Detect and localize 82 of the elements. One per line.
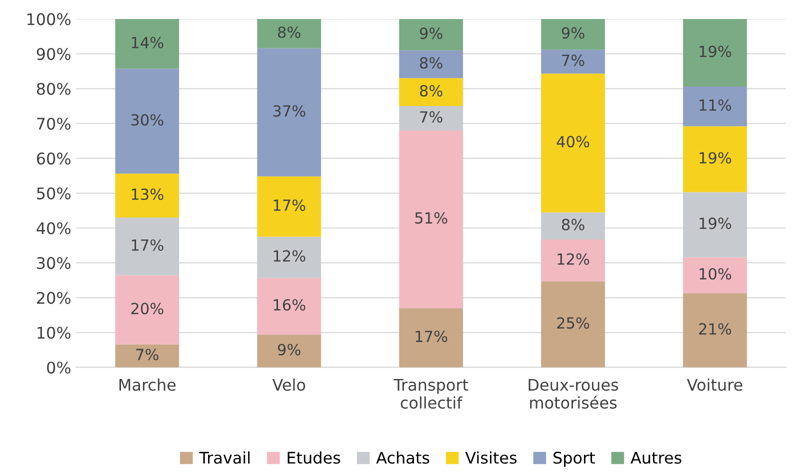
data-label: 19%	[700, 46, 732, 58]
y-tick-label: 40%	[36, 222, 70, 234]
data-label: 30%	[131, 114, 164, 126]
legend-label: Travail	[199, 451, 250, 464]
legend-label: Etudes	[288, 451, 340, 464]
bar	[541, 74, 605, 212]
data-label: 40%	[556, 136, 590, 148]
bar	[257, 18, 322, 48]
bar	[115, 218, 180, 276]
bar	[257, 236, 322, 278]
data-label: 9%	[420, 28, 442, 40]
bar	[541, 18, 605, 50]
data-label: 17%	[416, 330, 448, 342]
data-label: 51%	[415, 212, 448, 224]
legend-label: Visites	[465, 451, 517, 464]
x-tick-label: Voiture	[686, 378, 742, 391]
data-label: 20%	[131, 302, 164, 314]
bar	[399, 106, 464, 130]
bar	[115, 275, 180, 344]
data-label: 7%	[136, 348, 158, 360]
bar	[399, 50, 464, 78]
y-tick-label: 50%	[37, 187, 70, 200]
data-label: 10%	[700, 268, 732, 280]
bar	[115, 68, 180, 174]
y-tick-label: 80%	[36, 82, 70, 95]
bar	[683, 257, 747, 294]
data-label: 37%	[273, 105, 306, 117]
bar	[399, 308, 464, 368]
y-tick-label: 100%	[27, 13, 70, 26]
data-label: 7%	[562, 54, 584, 66]
data-label: 19%	[700, 152, 732, 164]
y-tick-label: 0%	[47, 362, 70, 374]
x-tick-label: Transport collectif	[394, 378, 468, 409]
data-label: 14%	[132, 36, 164, 48]
x-tick-label: Velo	[272, 378, 306, 391]
data-label: 12%	[558, 253, 590, 265]
bar	[257, 278, 322, 335]
y-tick-label: 10%	[38, 326, 70, 339]
data-label: 7%	[420, 111, 442, 123]
y-tick-label: 90%	[36, 48, 70, 60]
y-tick-label: 60%	[36, 152, 70, 165]
data-label: 21%	[699, 323, 732, 335]
bar	[257, 48, 322, 176]
data-label: 13%	[132, 188, 164, 200]
bar	[541, 212, 605, 240]
data-label: 25%	[557, 317, 590, 329]
bar	[115, 344, 180, 368]
y-tick-label: 70%	[37, 118, 70, 130]
x-tick-label: Deux-roues motorisées	[528, 378, 618, 409]
legend-label: Achats	[376, 451, 430, 464]
data-label: 11%	[700, 99, 732, 111]
data-label: 8%	[278, 26, 300, 38]
bar	[115, 18, 180, 69]
bar	[683, 192, 747, 258]
data-label: 9%	[562, 27, 584, 39]
data-label: 19%	[700, 218, 732, 230]
data-label: 8%	[562, 218, 584, 230]
legend-label: Autres	[630, 452, 682, 464]
bar	[115, 174, 180, 218]
data-label: 16%	[274, 299, 306, 311]
bar	[399, 130, 464, 308]
bar	[257, 334, 322, 368]
bar	[399, 18, 464, 50]
legend-label: Sport	[554, 452, 595, 467]
bar	[683, 18, 747, 87]
bar	[683, 293, 747, 368]
x-tick-label: Marche	[119, 378, 176, 391]
bar	[399, 78, 464, 106]
bar	[541, 239, 605, 282]
y-tick-label: 20%	[37, 292, 70, 304]
data-label: 12%	[274, 250, 306, 262]
data-label: 8%	[420, 57, 442, 69]
data-label: 17%	[132, 239, 164, 251]
data-label: 8%	[420, 85, 442, 97]
data-label: 9%	[278, 344, 300, 356]
bar	[541, 281, 605, 368]
bar	[683, 126, 747, 192]
bar	[683, 86, 747, 126]
bar	[257, 176, 322, 237]
y-tick-label: 30%	[37, 257, 70, 270]
bar	[541, 50, 605, 74]
data-label: 17%	[274, 199, 306, 211]
